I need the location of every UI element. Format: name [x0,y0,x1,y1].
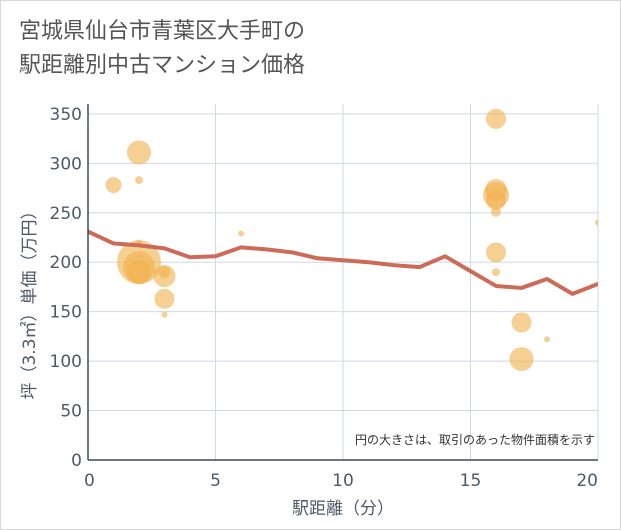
tick-labels: 0 50 100 150 200 250 300 350 0 5 10 15 20 [50,105,598,491]
x-tick-label: 0 [84,471,95,491]
bubble-point-22 [595,219,598,226]
bubble-point-18 [492,268,500,277]
bubble-point-6 [127,260,151,285]
bubble-point-2 [135,176,143,185]
bubble-point-15 [486,189,506,210]
bubble-point-21 [544,336,550,343]
x-tick-label: 20 [576,471,598,491]
axes [87,104,598,461]
x-axis-label: 駅距離（分） [292,499,394,519]
bubble-point-10 [161,311,168,318]
bubble-point-12 [486,108,506,129]
chart-title-line-2: 駅距離別中古マンション価格 [19,53,306,78]
x-tick-label: 15 [460,471,482,491]
x-tick-label: 5 [210,471,221,491]
y-axis-label: 坪（3.3㎡）単価（万円） [20,202,40,399]
bubble-point-11 [238,230,244,237]
y-tick-label: 100 [50,352,82,372]
average-line-series [88,229,598,296]
chart-title-line-1: 宮城県仙台市青葉区大手町の [19,19,306,44]
y-tick-label: 200 [50,253,82,273]
bubble-point-9 [154,288,175,309]
bubble-series [105,108,598,372]
chart-title: 宮城県仙台市青葉区大手町の 駅距離別中古マンション価格 [19,15,305,83]
average-price-line [88,229,598,296]
x-tick-label: 10 [332,471,354,491]
bubble-point-0 [105,177,122,194]
y-tick-label: 150 [50,303,82,323]
bubble-point-1 [127,140,151,165]
y-tick-label: 0 [71,451,82,471]
bubble-point-19 [511,312,532,333]
y-tick-label: 50 [60,402,82,422]
size-note: 円の大きさは、取引のあった物件面積を示す [355,432,595,447]
y-tick-label: 250 [50,204,82,224]
y-tick-label: 350 [50,105,82,125]
y-tick-label: 300 [50,154,82,174]
bubble-point-20 [509,347,534,372]
bubble-point-8 [158,266,171,279]
bubble-point-17 [486,242,506,263]
bubble-point-16 [491,206,501,217]
